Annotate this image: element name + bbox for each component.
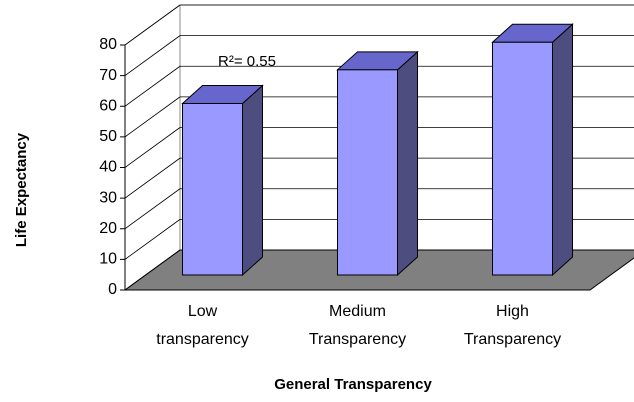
grid-line [124,4,181,46]
bar-side [242,84,263,277]
y-tick-label: 60 [99,97,117,114]
x-tick-label-box: High Transparency [448,298,578,354]
grid-line [124,127,181,168]
y-tick-label: 80 [99,36,117,53]
annotation: R²= 0.55 [218,53,276,70]
grid-line [124,188,181,230]
y-tick-label: 10 [99,251,117,268]
grid-line [124,65,181,107]
grid-line [124,96,181,138]
bar-side [552,23,573,277]
y-tick-label: 50 [99,128,117,145]
x-tick-label: Medium Transparency [308,303,407,348]
x-tick-label: Low transparency [156,303,249,348]
y-axis-title: Life Expectancy [13,132,30,247]
bar-side [397,50,418,277]
bar [182,103,243,276]
y-tick-label: 40 [99,159,117,176]
y-tick-label: 20 [99,220,117,237]
y-tick-label: 0 [108,281,117,298]
bar [492,41,553,276]
y-tick-label: 70 [99,67,117,84]
x-axis-title: General Transparency [274,376,432,393]
grid-line [124,249,181,291]
x-tick-label: High Transparency [463,303,562,348]
x-tick-label-box: Medium Transparency [293,298,423,354]
grid-line [124,219,181,260]
grid-line [124,157,181,199]
x-tick-label-box: Low transparency [138,298,268,354]
y-tick-label: 30 [99,189,117,206]
grid-line [124,35,181,76]
bar [337,69,398,276]
